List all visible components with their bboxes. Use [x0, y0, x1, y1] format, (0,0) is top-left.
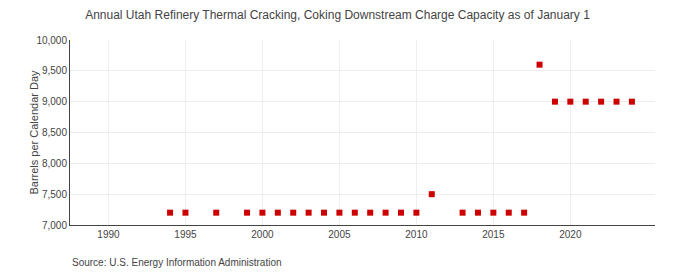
svg-text:2015: 2015 — [482, 229, 505, 240]
svg-text:8,000: 8,000 — [42, 158, 67, 169]
svg-text:2020: 2020 — [559, 229, 582, 240]
svg-text:2010: 2010 — [405, 229, 428, 240]
svg-text:10,000: 10,000 — [36, 35, 67, 46]
svg-text:Annual Utah Refinery Thermal C: Annual Utah Refinery Thermal Cracking, C… — [85, 8, 590, 22]
svg-text:7,500: 7,500 — [42, 189, 67, 200]
svg-text:Barrels per Calendar Day: Barrels per Calendar Day — [28, 70, 40, 195]
svg-text:8,500: 8,500 — [42, 127, 67, 138]
svg-text:7,000: 7,000 — [42, 220, 67, 231]
svg-text:1995: 1995 — [174, 229, 197, 240]
svg-text:2000: 2000 — [251, 229, 274, 240]
svg-text:2005: 2005 — [328, 229, 351, 240]
svg-text:9,000: 9,000 — [42, 96, 67, 107]
svg-text:9,500: 9,500 — [42, 65, 67, 76]
svg-text:1990: 1990 — [97, 229, 120, 240]
svg-text:Source: U.S. Energy Informatio: Source: U.S. Energy Information Administ… — [72, 257, 282, 268]
